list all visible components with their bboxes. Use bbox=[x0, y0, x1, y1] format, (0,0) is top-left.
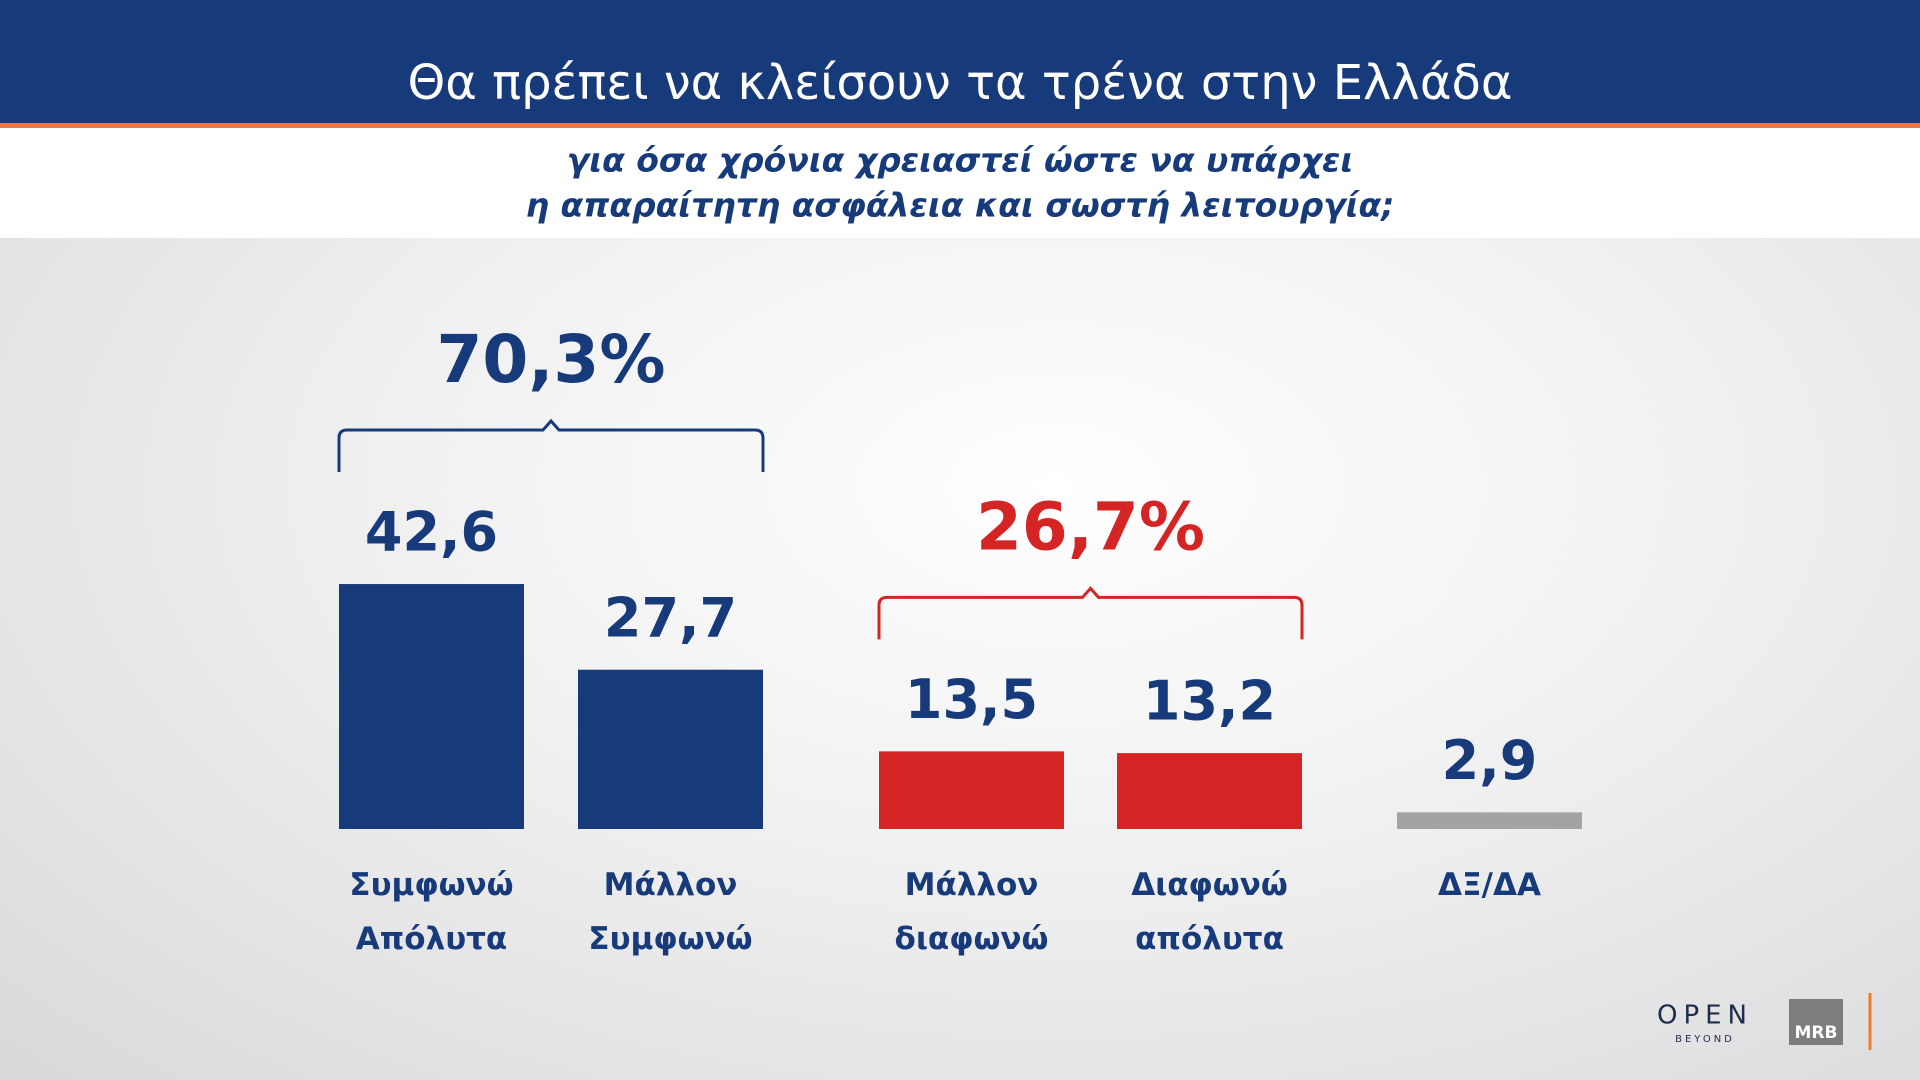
value-label: 42,6 bbox=[365, 501, 498, 564]
group-total: 26,7% bbox=[976, 488, 1205, 565]
value-label: 27,7 bbox=[604, 586, 737, 649]
category-label: Συμφωνώ Απόλυτα bbox=[349, 867, 514, 957]
bracket bbox=[337, 418, 765, 473]
bar bbox=[578, 669, 763, 829]
bar bbox=[1397, 812, 1582, 829]
bar bbox=[339, 584, 524, 829]
value-label: 13,2 bbox=[1143, 670, 1276, 733]
logo-beyond: BEYOND bbox=[1675, 1034, 1735, 1045]
group-total: 70,3% bbox=[437, 321, 666, 398]
value-label: 13,5 bbox=[905, 668, 1038, 731]
category-label: Μάλλον διαφωνώ bbox=[894, 867, 1049, 957]
logo-open: OPEN bbox=[1657, 1001, 1753, 1031]
bar bbox=[879, 751, 1064, 829]
chart-title: Θα πρέπει να κλείσουν τα τρένα στην Ελλά… bbox=[408, 55, 1513, 111]
header-band bbox=[0, 0, 1920, 123]
subtitle-band bbox=[0, 128, 1920, 238]
category-label: ΔΞ/ΔΑ bbox=[1438, 867, 1541, 903]
bar bbox=[1117, 753, 1302, 829]
bracket bbox=[877, 586, 1304, 640]
subtitle-line: για όσα χρόνια χρειαστεί ώστε να υπάρχει bbox=[567, 141, 1354, 180]
header-stripe bbox=[0, 123, 1920, 128]
subtitle-line: η απαραίτητη ασφάλεια και σωστή λειτουργ… bbox=[526, 186, 1395, 225]
category-label: Διαφωνώ απόλυτα bbox=[1131, 867, 1288, 957]
logo-mrb-box bbox=[1789, 999, 1843, 1045]
value-label: 2,9 bbox=[1442, 729, 1538, 792]
logo-mrb: MRB bbox=[1795, 1023, 1838, 1043]
category-label: Μάλλον Συμφωνώ bbox=[588, 867, 753, 957]
